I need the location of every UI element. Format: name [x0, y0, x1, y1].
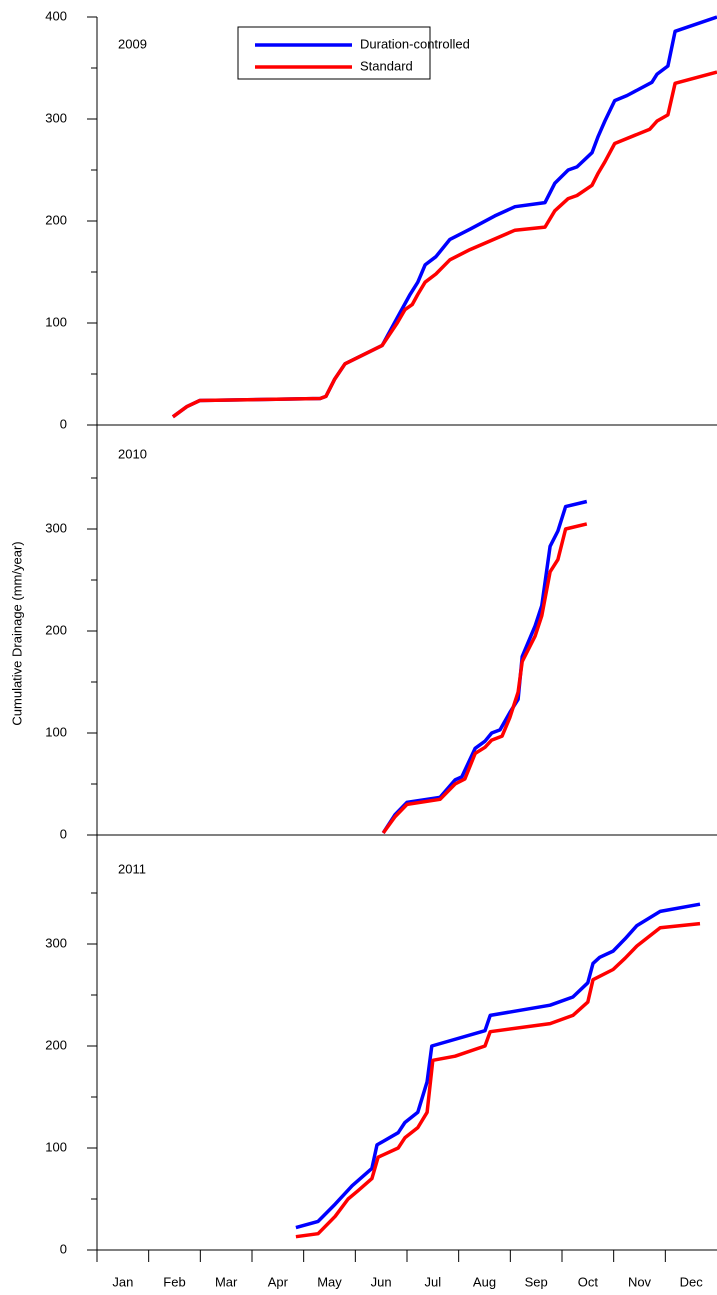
- data-line: [295, 921, 701, 1239]
- y-tick-label: 100: [45, 724, 67, 739]
- y-tick-label: 300: [45, 935, 67, 950]
- y-tick-label: 100: [45, 314, 67, 329]
- y-tick-label: 300: [45, 110, 67, 125]
- x-tick-label: May: [317, 1274, 342, 1289]
- data-line: [381, 499, 588, 834]
- x-tick-label: Aug: [473, 1274, 496, 1289]
- panel-label: 2010: [118, 446, 147, 461]
- y-tick-label: 0: [60, 826, 67, 841]
- x-tick-label: Feb: [163, 1274, 185, 1289]
- panel-label: 2011: [118, 861, 146, 876]
- y-tick-label: 300: [45, 520, 67, 535]
- x-tick-label: Jul: [425, 1274, 442, 1289]
- y-tick-label: 200: [45, 622, 67, 637]
- legend-label: Duration-controlled: [360, 36, 470, 51]
- x-tick-label: Apr: [268, 1274, 289, 1289]
- data-line: [381, 522, 588, 835]
- y-tick-label: 0: [60, 1241, 67, 1256]
- x-tick-label: Jan: [112, 1274, 133, 1289]
- x-tick-label: Mar: [215, 1274, 238, 1289]
- y-tick-label: 200: [45, 1037, 67, 1052]
- y-axis-label: Cumulative Drainage (mm/year): [9, 541, 24, 725]
- data-line: [295, 902, 701, 1230]
- x-tick-label: Oct: [578, 1274, 599, 1289]
- y-tick-label: 100: [45, 1139, 67, 1154]
- y-tick-label: 200: [45, 212, 67, 227]
- x-tick-label: Jun: [371, 1274, 392, 1289]
- x-tick-label: Sep: [525, 1274, 548, 1289]
- data-line: [171, 70, 717, 419]
- panel-label: 2009: [118, 36, 147, 51]
- x-tick-label: Dec: [680, 1274, 704, 1289]
- y-tick-label: 0: [60, 416, 67, 431]
- legend-box: [237, 26, 431, 80]
- x-tick-label: Nov: [628, 1274, 652, 1289]
- y-tick-label: 400: [45, 8, 67, 23]
- legend-label: Standard: [360, 58, 413, 73]
